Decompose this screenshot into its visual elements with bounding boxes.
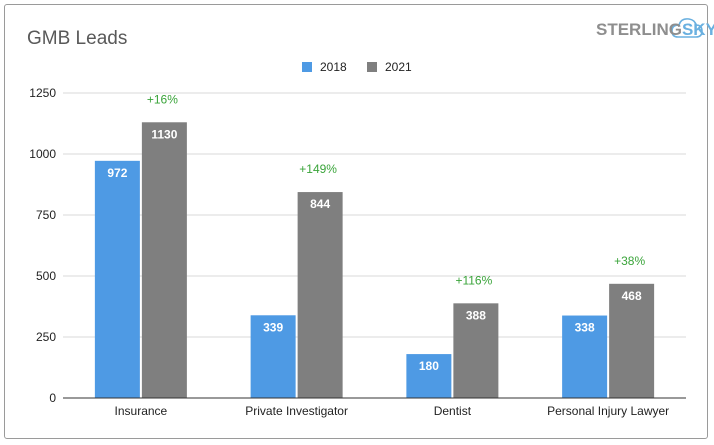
bar-value-label: 180 <box>419 359 439 373</box>
bar-value-label: 972 <box>107 166 127 180</box>
x-tick-label: Private Investigator <box>245 404 348 418</box>
bar-2021 <box>297 192 343 398</box>
bar-value-label: 388 <box>466 308 486 322</box>
bar-value-label: 844 <box>310 197 330 211</box>
legend-label-2021: 2021 <box>385 60 412 74</box>
x-tick-label: Personal Injury Lawyer <box>547 404 669 418</box>
y-axis: 0 250 500 750 1000 1250 <box>29 86 56 405</box>
y-tick-label: 1250 <box>29 86 56 100</box>
y-tick-label: 1000 <box>29 147 56 161</box>
bar-2021 <box>453 303 499 398</box>
y-tick-label: 250 <box>36 330 56 344</box>
chart-title: GMB Leads <box>27 28 127 49</box>
bar-2018 <box>406 354 452 398</box>
bar-2018 <box>250 315 296 398</box>
growth-annotation: +38% <box>614 254 645 268</box>
bar-2018 <box>94 160 140 398</box>
logo: STERLINGSKY <box>596 18 714 39</box>
x-tick-label: Dentist <box>434 404 472 418</box>
bar-value-label: 339 <box>263 320 283 334</box>
growth-annotation: +149% <box>299 162 337 176</box>
y-tick-label: 500 <box>36 269 56 283</box>
bar-2021 <box>141 122 187 398</box>
bar-value-label: 1130 <box>151 127 177 141</box>
bars: 972 1130 +16% 339 844 +149% 180 388 +116% 338 468 +… <box>94 92 655 398</box>
legend-label-2018: 2018 <box>320 60 347 74</box>
x-axis: Insurance Private Investigator Dentist Pers… <box>63 397 686 418</box>
bar-value-label: 338 <box>575 321 595 335</box>
growth-annotation: +16% <box>147 92 178 106</box>
y-tick-label: 750 <box>36 208 56 222</box>
bar-2018 <box>562 315 608 398</box>
growth-annotation: +116% <box>455 273 492 287</box>
logo-text-sky: SKY <box>682 20 714 39</box>
y-tick-label: 0 <box>49 391 56 405</box>
logo-text-sterling: STERLING <box>596 20 682 39</box>
legend-swatch-2021 <box>367 62 377 72</box>
bar-2021 <box>609 283 655 398</box>
bar-value-label: 468 <box>622 289 642 303</box>
cloud-icon <box>671 18 703 38</box>
legend-swatch-2018 <box>302 62 312 72</box>
x-tick-label: Insurance <box>115 404 168 418</box>
legend: 2018 2021 <box>302 60 412 74</box>
logo-text: STERLINGSKY <box>596 20 714 39</box>
